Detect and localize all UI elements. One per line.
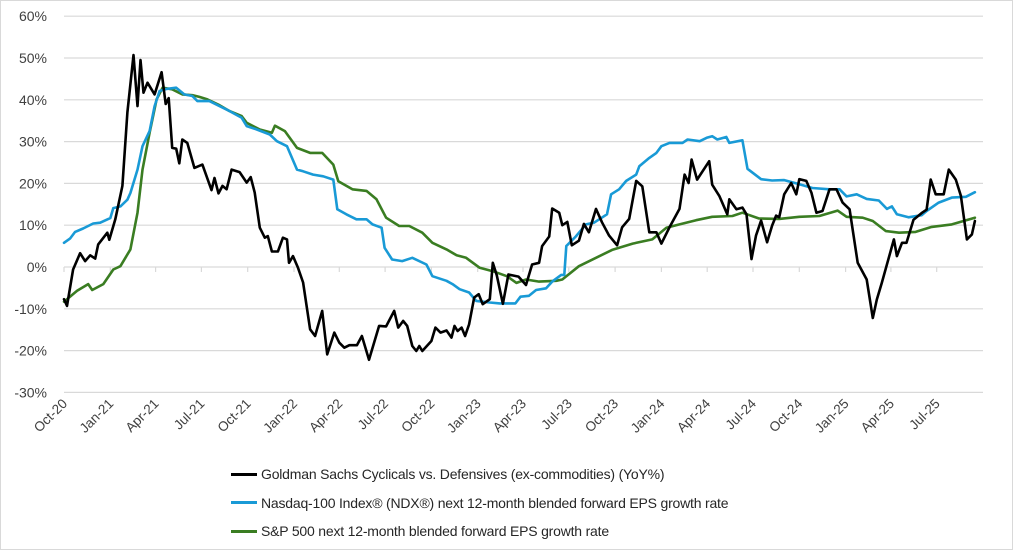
series-lines [62,53,977,362]
y-tick-label: 10% [19,217,47,233]
x-tick-label: Jan-23 [444,396,484,436]
x-tick-label: Oct-24 [766,396,806,436]
legend-label: Nasdaq-100 Index® (NDX®) next 12-month b… [261,494,729,511]
legend-item-spx: S&P 500 next 12-month blended forward EP… [231,517,728,546]
x-tick-label: Oct-23 [582,396,621,435]
x-tick-label: Apr-23 [490,396,529,435]
y-tick-label: 30% [19,134,47,150]
x-tick-label: Jul-21 [171,396,208,433]
y-tick-label: -10% [14,301,47,317]
y-tick-label: 50% [19,50,47,66]
x-tick-label: Apr-22 [306,396,345,435]
x-tick-label: Apr-21 [122,396,161,435]
y-tick-label: 0% [27,259,47,275]
series-line-1 [62,86,977,305]
legend: Goldman Sachs Cyclicals vs. Defensives (… [231,460,729,546]
series-line-0 [62,53,977,362]
legend-swatch-black [231,472,257,476]
x-tick-label: Jan-25 [812,396,852,436]
x-tick-label: Apr-24 [674,396,714,436]
x-tick-label: Jan-22 [260,396,300,436]
legend-item-gs-cyclicals: Goldman Sachs Cyclicals vs. Defensives (… [231,460,728,489]
legend-item-ndx: Nasdaq-100 Index® (NDX®) next 12-month b… [231,489,729,518]
y-tick-label: -20% [14,343,47,359]
x-tick-label: Jan-21 [77,396,117,436]
x-tick-label: Jan-24 [628,396,668,436]
x-tick-label: Jul-24 [723,396,760,433]
x-tick-label: Oct-22 [398,396,437,435]
x-tick-label: Jul-25 [906,396,943,433]
y-tick-label: -30% [14,384,47,400]
x-tick-label: Jul-22 [355,396,392,433]
legend-swatch-green [231,529,257,533]
legend-label: S&P 500 next 12-month blended forward EP… [261,523,609,540]
x-tick-label: Apr-25 [858,396,897,435]
legend-label: Goldman Sachs Cyclicals vs. Defensives (… [261,466,665,483]
y-tick-label: 60% [19,8,47,24]
y-tick-label: 40% [19,92,47,108]
legend-swatch-blue [231,501,257,505]
x-axis: Oct-20 Jan-21 Apr-21 Jul-21 Oct-21 Jan-22 Apr-… [31,267,943,436]
x-tick-label: Jul-23 [538,396,575,433]
x-tick-label: Oct-20 [31,396,70,435]
y-axis-ticks: 60% 50% 40% 30% 20% 10% 0% -10% -20% -30% [14,8,47,400]
y-tick-label: 20% [19,175,47,191]
x-tick-label: Oct-21 [215,396,254,435]
